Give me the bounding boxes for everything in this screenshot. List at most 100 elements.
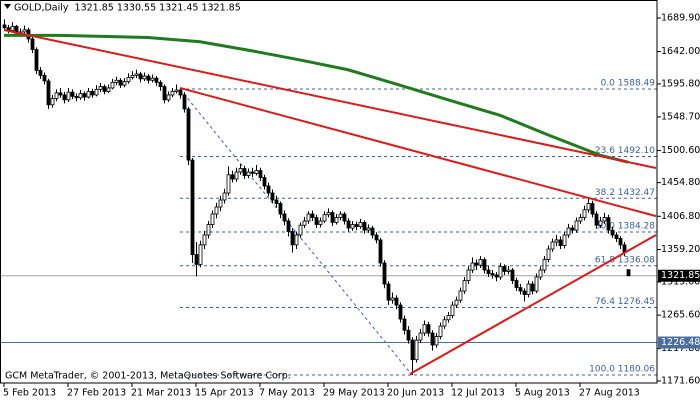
candle-body bbox=[162, 86, 167, 101]
candle-body bbox=[326, 212, 331, 216]
candle-body bbox=[98, 86, 103, 90]
candle-body bbox=[362, 222, 367, 231]
y-tick-label: 1171.60 bbox=[661, 375, 700, 386]
candle-body bbox=[502, 266, 507, 272]
candle-body bbox=[74, 95, 79, 99]
candle-body bbox=[514, 280, 519, 288]
x-tick-label: 15 Apr 2013 bbox=[195, 388, 254, 399]
candle-body bbox=[470, 262, 475, 271]
candle-body bbox=[354, 224, 359, 228]
candle-body bbox=[86, 91, 91, 98]
candle-body bbox=[298, 224, 303, 236]
fib-label: 0.0 1588.49 bbox=[601, 79, 656, 89]
candle-body bbox=[330, 212, 335, 223]
candle-body bbox=[446, 315, 451, 321]
x-tick-label: 27 Aug 2013 bbox=[579, 388, 640, 399]
candle-body bbox=[286, 220, 291, 232]
candle-body bbox=[538, 269, 543, 278]
x-tick-label: 20 Jun 2013 bbox=[387, 388, 444, 399]
candle-body bbox=[174, 89, 179, 92]
candle-body bbox=[114, 79, 119, 83]
x-tick-label: 12 Jul 2013 bbox=[451, 388, 505, 399]
candle-body bbox=[410, 339, 415, 361]
candle-body bbox=[274, 199, 279, 204]
candle-body bbox=[374, 234, 379, 241]
candle-body bbox=[342, 213, 347, 222]
candle-body bbox=[430, 332, 435, 346]
plot-area: 0.0 1588.49 23.6 1492.10 38.2 1432.47 50.0 … bbox=[0, 19, 657, 376]
fib-label: 61.8 1336.08 bbox=[595, 255, 655, 265]
candle-body bbox=[602, 217, 607, 222]
candle-body bbox=[498, 266, 503, 278]
candle-body bbox=[586, 203, 591, 211]
candle-body bbox=[166, 94, 171, 101]
fib-label: 100.0 1180.06 bbox=[589, 365, 655, 375]
candle-body bbox=[242, 168, 247, 176]
candle-body bbox=[266, 185, 271, 194]
candle-body bbox=[578, 217, 583, 222]
candle-body bbox=[30, 38, 35, 50]
y-tick-label: 1595.80 bbox=[661, 78, 700, 89]
y-tick-label: 1265.60 bbox=[661, 310, 700, 321]
candle-body bbox=[182, 94, 187, 110]
candle-body bbox=[138, 73, 143, 80]
chart-header: GOLD,Daily 1321.85 1330.55 1321.45 1321.… bbox=[14, 3, 241, 14]
price-box bbox=[658, 269, 700, 282]
candle-body bbox=[34, 49, 39, 71]
candle-body bbox=[194, 254, 199, 265]
candle-body bbox=[282, 213, 287, 222]
price-box-label: 1321.85 bbox=[661, 270, 700, 281]
candle-body bbox=[146, 75, 151, 81]
candle-body bbox=[210, 213, 215, 225]
candle-body bbox=[102, 86, 107, 92]
candle-body bbox=[594, 213, 599, 226]
fib-label: 50.0 1384.28 bbox=[595, 222, 655, 232]
candle-body bbox=[462, 280, 467, 292]
candle-body bbox=[306, 213, 311, 222]
candle-body bbox=[506, 269, 511, 272]
menu-triangle[interactable] bbox=[4, 4, 11, 9]
candle-body bbox=[442, 319, 447, 327]
candle-body bbox=[322, 214, 327, 222]
candle-body bbox=[510, 269, 515, 281]
y-tick-label: 1359.20 bbox=[661, 244, 700, 255]
y-tick-label: 1500.60 bbox=[661, 145, 700, 156]
candle-body bbox=[106, 87, 111, 92]
candle-body bbox=[238, 168, 243, 173]
candle-body bbox=[234, 171, 239, 180]
x-tick-label: 21 Mar 2013 bbox=[131, 388, 191, 399]
candle-body bbox=[542, 259, 547, 271]
candle-body bbox=[190, 159, 195, 256]
candle-body bbox=[482, 259, 487, 271]
candle-body bbox=[318, 220, 323, 225]
candle-body bbox=[486, 269, 491, 274]
trendline bbox=[3, 28, 657, 169]
candle-body bbox=[546, 248, 551, 260]
candle-body bbox=[614, 234, 619, 239]
candle-body bbox=[370, 227, 375, 236]
candle-body bbox=[458, 290, 463, 301]
candle-body bbox=[246, 171, 251, 176]
candle-body bbox=[334, 217, 339, 223]
y-tick-label: 1454.80 bbox=[661, 177, 700, 188]
candle-body bbox=[530, 283, 535, 292]
candle-body bbox=[366, 227, 371, 231]
candle-body bbox=[566, 227, 571, 236]
candle-body bbox=[422, 324, 427, 334]
candle-body bbox=[590, 203, 595, 215]
candle-body bbox=[598, 220, 603, 226]
candle-body bbox=[558, 239, 563, 246]
candle-body bbox=[250, 171, 255, 174]
y-tick-label: 1548.70 bbox=[661, 111, 700, 122]
candle-body bbox=[270, 192, 275, 201]
candle-body bbox=[42, 74, 47, 82]
candle-body bbox=[178, 89, 183, 96]
candle-body bbox=[310, 213, 315, 218]
candle-body bbox=[474, 262, 479, 266]
candle-body bbox=[414, 339, 419, 361]
candle-body bbox=[382, 262, 387, 285]
candle-body bbox=[466, 269, 471, 281]
candle-body bbox=[122, 81, 127, 86]
candle-body bbox=[66, 91, 71, 101]
